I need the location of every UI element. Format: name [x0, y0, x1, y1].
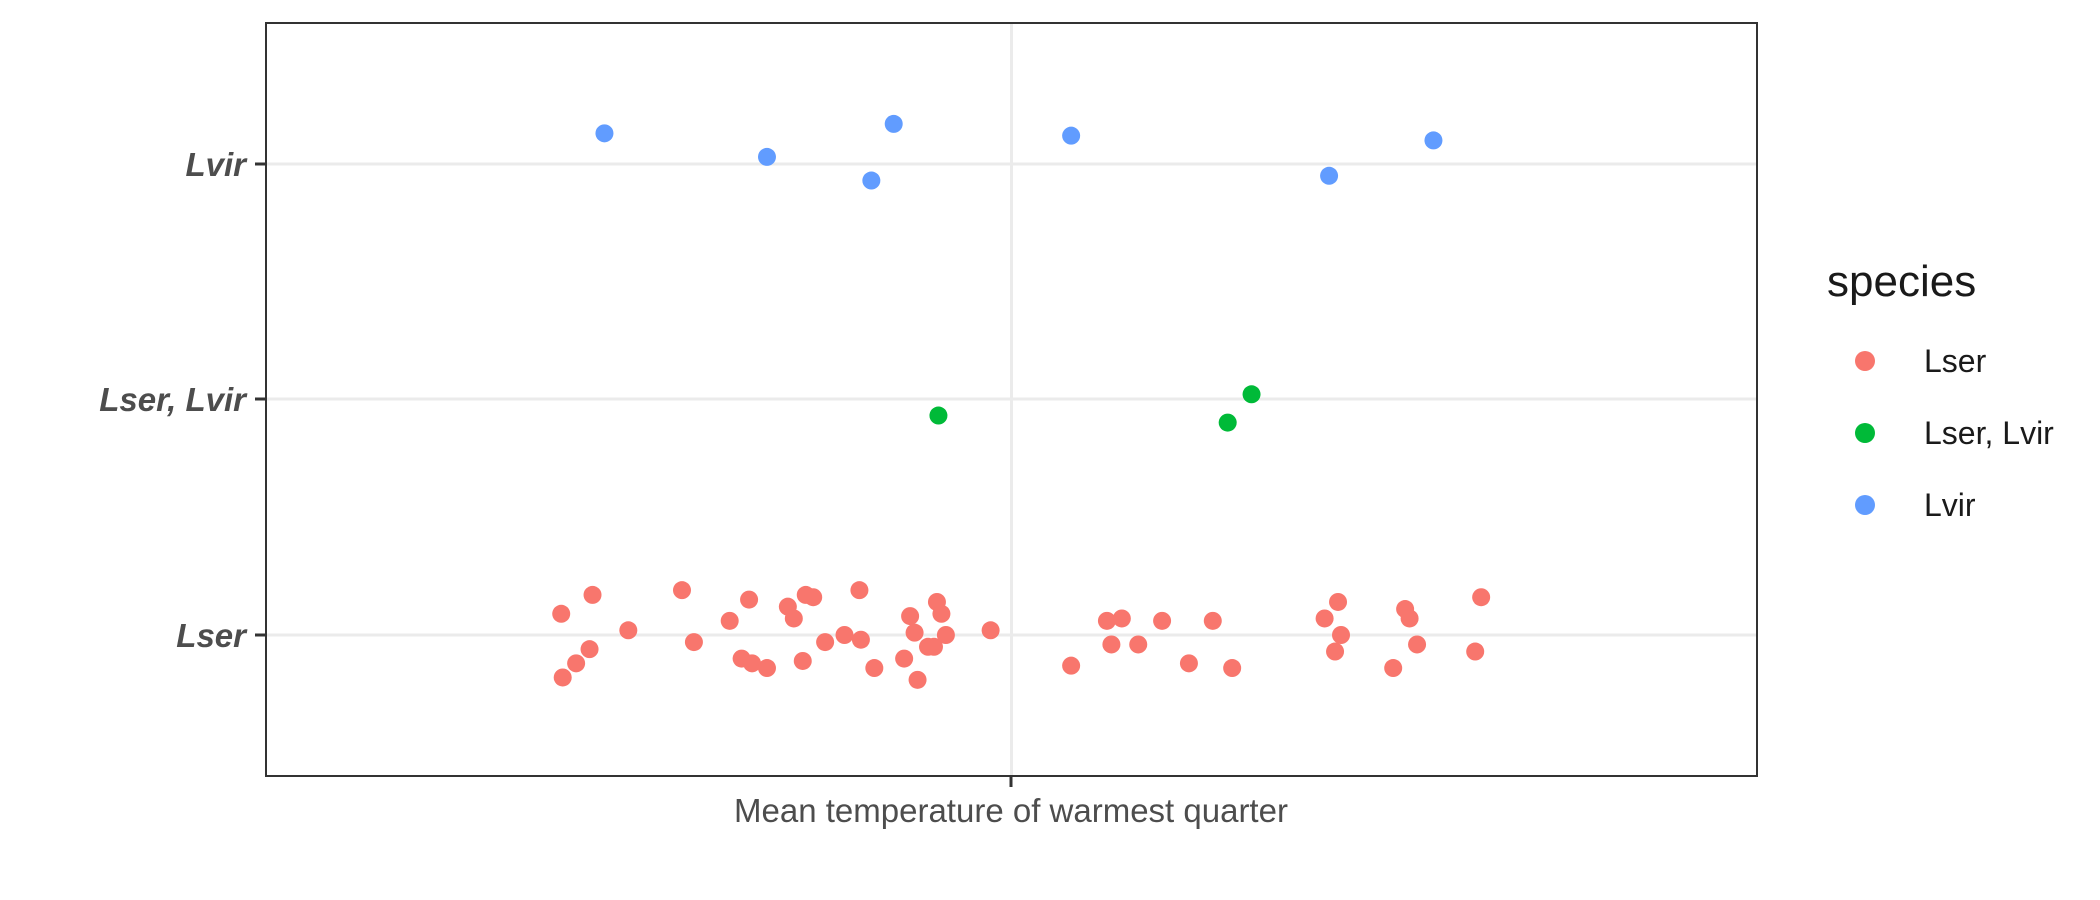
data-point: [619, 621, 638, 640]
legend-key: [1855, 495, 1875, 515]
data-point: [1223, 659, 1242, 678]
data-point: [553, 668, 572, 687]
data-point: [804, 588, 823, 607]
data-points: [552, 114, 1491, 689]
y-axis: Lser Lser, Lvir Lvir: [99, 146, 266, 654]
legend: Lser Lser, Lvir Lvir: [1855, 343, 2054, 523]
data-point: [672, 581, 691, 600]
data-point: [929, 406, 948, 425]
data-point: [595, 124, 614, 143]
legend-label: Lvir: [1924, 487, 1976, 523]
data-point: [865, 659, 884, 678]
data-point: [580, 640, 599, 659]
data-point: [1097, 611, 1116, 630]
data-point: [1153, 611, 1172, 630]
legend-key: [1855, 423, 1875, 443]
grid-lines: [266, 23, 1757, 776]
data-point: [908, 670, 927, 689]
data-point: [851, 630, 870, 649]
y-tick-label: Lser, Lvir: [99, 381, 248, 418]
data-point: [816, 633, 835, 652]
data-point: [1466, 642, 1485, 661]
data-point: [1424, 131, 1443, 150]
data-point: [740, 590, 759, 609]
x-axis-label: Mean temperature of warmest quarter: [734, 792, 1288, 829]
data-point: [1326, 642, 1345, 661]
data-point: [1062, 126, 1081, 145]
data-point: [862, 171, 881, 190]
data-point: [932, 604, 951, 623]
data-point: [567, 654, 586, 673]
data-point: [1384, 659, 1403, 678]
data-point: [1203, 611, 1222, 630]
y-tick-label: Lser: [176, 617, 248, 654]
data-point: [1129, 635, 1148, 654]
data-point: [835, 626, 854, 644]
data-point: [583, 585, 602, 604]
data-point: [1320, 166, 1339, 185]
data-point: [1102, 635, 1121, 654]
data-point: [1315, 609, 1334, 628]
data-point: [757, 659, 776, 678]
data-point: [1408, 635, 1427, 654]
data-point: [981, 621, 1000, 640]
data-point: [1472, 588, 1491, 607]
data-point: [757, 147, 776, 166]
data-point: [895, 649, 914, 668]
legend-label: Lser: [1924, 343, 1987, 379]
data-point: [924, 637, 943, 656]
data-point: [1179, 654, 1198, 673]
data-point: [1329, 592, 1348, 611]
data-point: [936, 626, 955, 644]
y-tick-label: Lvir: [185, 146, 248, 183]
data-point: [1242, 385, 1261, 404]
data-point: [784, 609, 803, 628]
data-point: [552, 604, 571, 623]
data-point: [743, 654, 762, 673]
legend-label: Lser, Lvir: [1924, 415, 2054, 451]
data-point: [850, 581, 869, 600]
data-point: [1062, 656, 1081, 675]
data-point: [1332, 626, 1351, 644]
legend-key: [1855, 351, 1875, 371]
data-point: [1112, 609, 1131, 628]
data-point: [884, 114, 903, 133]
legend-title: species: [1827, 257, 1976, 306]
data-point: [1218, 413, 1237, 432]
data-point: [901, 607, 920, 626]
data-point: [720, 611, 739, 630]
data-point: [905, 623, 924, 642]
data-point: [684, 633, 703, 652]
data-point: [1400, 609, 1419, 628]
data-point: [793, 651, 812, 670]
